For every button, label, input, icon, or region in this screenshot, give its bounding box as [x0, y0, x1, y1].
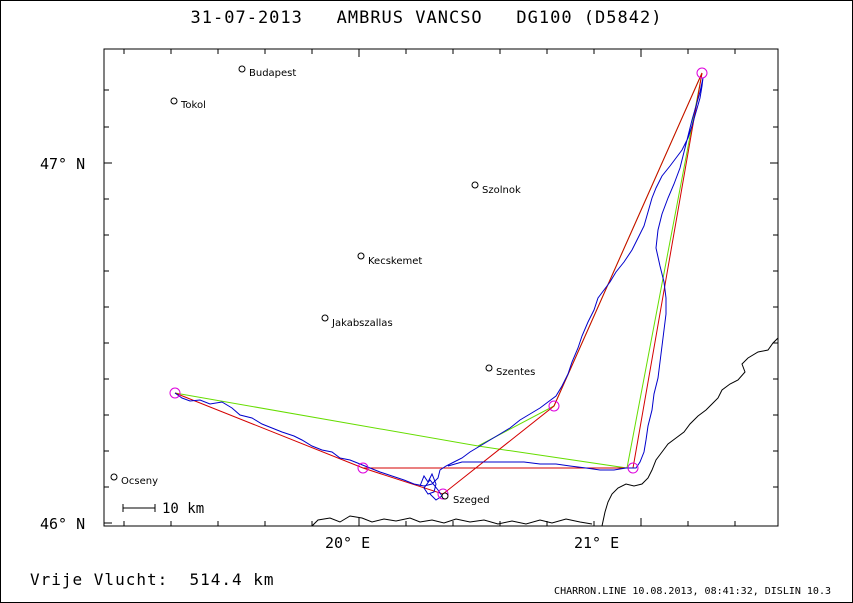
task-route: [174, 72, 703, 495]
lat-label-47: 47° N: [40, 155, 85, 173]
left-ticks: [104, 89, 112, 524]
optimized-route: [174, 72, 703, 469]
city-label-szolnok: Szolnok: [482, 185, 521, 196]
turnpoint-2: [357, 462, 369, 474]
city-marker-szentes: [485, 364, 493, 372]
city-label-szeged: Szeged: [453, 495, 490, 506]
flight-date: 31-07-2013: [190, 8, 303, 28]
city-marker-tokol: [170, 97, 178, 105]
city-marker-szolnok: [471, 181, 479, 189]
turnpoint-4: [548, 400, 560, 412]
city-marker-kecskemet: [357, 252, 365, 260]
city-markers: [110, 65, 493, 500]
distance-value: 514.4 km: [189, 570, 275, 589]
right-ticks: [770, 89, 778, 488]
lon-label-20: 20° E: [325, 534, 370, 552]
top-ticks: [123, 49, 736, 57]
pilot-name: AMBRUS VANCSO: [336, 8, 483, 28]
city-marker-szeged: [441, 492, 449, 500]
turnpoint-6: [627, 462, 639, 474]
free-flight-distance: Vrije Vlucht: 514.4 km: [30, 570, 275, 589]
gps-track: [174, 77, 704, 487]
distance-label: Vrije Vlucht:: [30, 570, 169, 589]
city-label-jakabszallas: Jakabszallas: [331, 318, 393, 329]
turnpoint-3: [437, 488, 449, 500]
footer-info: CHARRON.LINE 10.08.2013, 08:41:32, DISLI…: [554, 586, 831, 597]
scale-label: 10 km: [162, 501, 204, 517]
scale-bar: [122, 504, 156, 512]
bottom-ticks: [123, 518, 736, 526]
turnpoint-5: [696, 67, 708, 79]
city-marker-ocseny: [110, 473, 118, 481]
city-marker-jakabszallas: [321, 314, 329, 322]
page-title: 31-07-2013 AMBRUS VANCSO DG100 (D5842): [0, 8, 853, 28]
city-label-szentes: Szentes: [496, 367, 535, 378]
city-label-tokol: Tokol: [180, 100, 206, 111]
city-marker-budapest: [238, 65, 246, 73]
map-frame: [103, 48, 779, 527]
country-border-south: [311, 515, 593, 527]
turnpoints: [169, 67, 708, 500]
country-border: [601, 337, 779, 527]
city-label-budapest: Budapest: [249, 68, 296, 79]
turnpoint-start: [169, 387, 181, 399]
lon-label-21: 21° E: [574, 534, 619, 552]
city-label-kecskemet: Kecskemet: [368, 256, 422, 267]
city-label-ocseny: Ocseny: [121, 476, 158, 487]
glider-id: DG100 (D5842): [516, 8, 663, 28]
lat-label-46: 46° N: [40, 515, 85, 533]
